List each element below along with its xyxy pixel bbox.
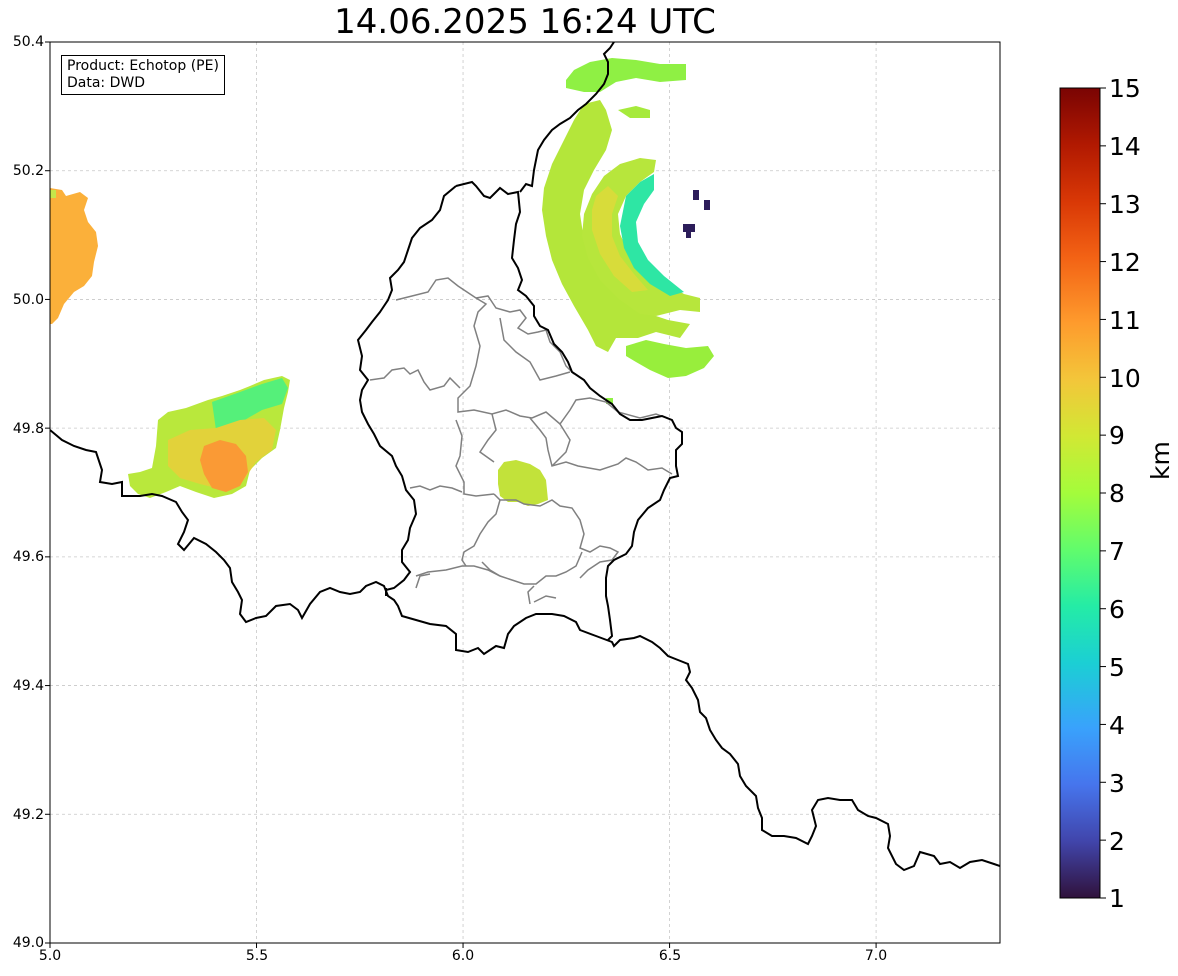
colorbar-tick-label: 14	[1109, 132, 1141, 161]
x-tick-label: 5.0	[38, 948, 62, 964]
country-borders	[50, 42, 1000, 872]
x-tick-label: 5.5	[245, 948, 269, 964]
y-tick-label: 50.4	[12, 34, 44, 50]
echo-small-speck	[606, 398, 613, 404]
colorbar-label: km	[1146, 441, 1175, 480]
canton-borders	[369, 277, 673, 605]
echo-north-arc-outer	[542, 100, 690, 352]
y-tick-label: 49.2	[12, 807, 44, 823]
colorbar-tick-label: 11	[1109, 306, 1141, 335]
echo-belgian-cell-green	[212, 378, 288, 430]
y-tick-label: 50.2	[12, 163, 44, 179]
echo-north-arc-inner-cool	[620, 174, 684, 296]
x-tick-label: 6.0	[451, 948, 475, 964]
echo-north-arc-inner-warm	[592, 186, 648, 292]
product-info-box: Product: Echotop (PE) Data: DWD	[61, 55, 225, 95]
colorbar-tick-label: 2	[1109, 827, 1125, 856]
colorbar-tick-label: 13	[1109, 190, 1141, 219]
echo-eastern-blip-2	[704, 200, 710, 210]
echo-eastern-blip-1	[693, 190, 699, 200]
tick-marks	[45, 41, 877, 948]
colorbar-tick-label: 5	[1109, 653, 1125, 682]
echotop-layer	[50, 58, 714, 506]
echo-northern-band	[566, 58, 686, 92]
colorbar-tick-label: 6	[1109, 595, 1125, 624]
plot-frame	[49, 41, 1001, 944]
colorbar-tick-label: 10	[1109, 364, 1141, 393]
data-source-label: Data: DWD	[67, 75, 145, 91]
x-tick-label: 6.5	[658, 948, 682, 964]
echo-south-tail	[626, 340, 714, 378]
echo-west-edge-speckle	[50, 190, 56, 198]
y-tick-label: 49.8	[12, 421, 44, 437]
echo-west-edge-cell	[50, 188, 98, 324]
echo-northern-speckle	[618, 106, 650, 118]
colorbar-tick-label: 3	[1109, 769, 1125, 798]
x-tick-label: 7.0	[864, 948, 888, 964]
colorbar-tick-label: 7	[1109, 537, 1125, 566]
colorbar-tick-label: 15	[1109, 74, 1141, 103]
product-label: Product: Echotop (PE)	[67, 58, 219, 74]
map-title: 14.06.2025 16:24 UTC	[334, 2, 716, 42]
echo-central-luxembourg-cell	[498, 460, 548, 506]
y-tick-label: 50.0	[12, 292, 44, 308]
echo-eastern-blip-4	[686, 232, 691, 238]
echo-belgian-cell-core	[200, 440, 248, 492]
colorbar-tick-label: 8	[1109, 479, 1125, 508]
y-tick-label: 49.4	[12, 678, 44, 694]
y-tick-label: 49.6	[12, 549, 44, 565]
colorbar-tick-label: 4	[1109, 711, 1125, 740]
colorbar-tick-label: 12	[1109, 248, 1141, 277]
colorbar-tick-label: 1	[1109, 884, 1125, 913]
echo-eastern-blip-3	[683, 224, 695, 232]
y-tick-label: 49.0	[12, 935, 44, 951]
colorbar-tick-label: 9	[1109, 421, 1125, 450]
